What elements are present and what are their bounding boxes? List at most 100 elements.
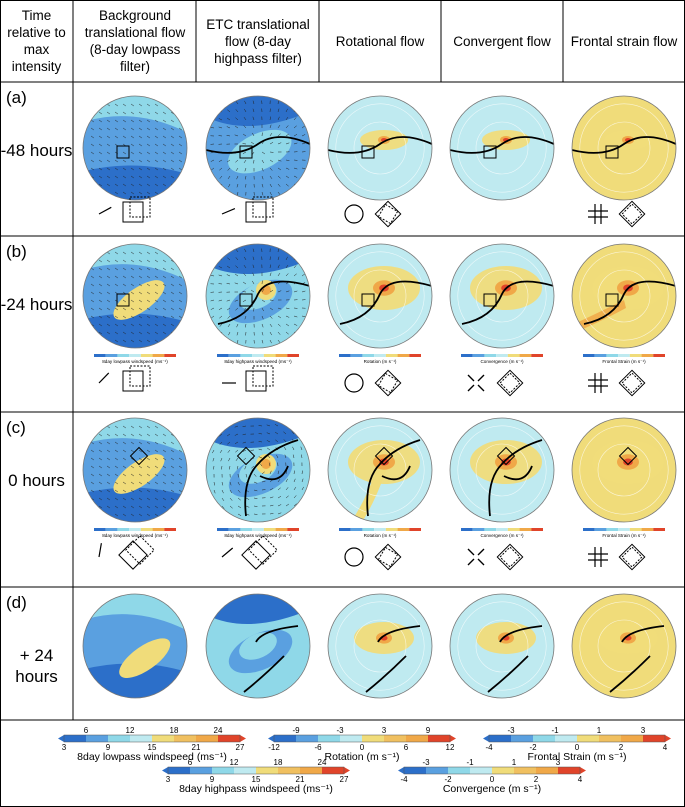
small-colorbar-convergence: Convergence (m s⁻¹)	[461, 528, 543, 538]
colorbar-segment	[426, 767, 448, 774]
schematic-rotation-row1	[344, 200, 402, 228]
map-panel-strain-row4	[571, 593, 677, 699]
flow-arrow-icon	[98, 543, 102, 558]
colorbar-tick-bottom: 12	[446, 743, 455, 752]
grid-box-marker	[116, 293, 130, 307]
map-panel-strain-row2	[571, 243, 677, 349]
map-panel-etc-row1	[205, 95, 311, 201]
colorbar-segment	[536, 767, 558, 774]
schematic-strain-row3	[588, 543, 646, 571]
colorbar-tick-top: -3	[507, 726, 515, 735]
colorbar-segment	[152, 735, 174, 742]
colorbar-tick-bottom: 15	[148, 743, 157, 752]
colorbar-segment	[108, 735, 130, 742]
grid-box-marker	[605, 293, 619, 307]
colorbar-segment	[629, 354, 642, 357]
colorbar-tick-bottom: 2	[534, 775, 539, 784]
colorbar-max-arrow	[665, 735, 671, 742]
row-label-a: (a) -48 hours	[0, 82, 73, 236]
colorbar-segment	[129, 528, 141, 531]
colorbar-segment	[190, 767, 212, 774]
colorbar-segment	[117, 354, 130, 357]
colorbar-label: 8day highpass windspeed (ms⁻¹)	[179, 783, 333, 795]
small-colorbar-background: 8day lowpass windspeed (ms⁻¹)	[94, 354, 176, 364]
colorbar-segment	[287, 528, 299, 531]
colorbar-segment	[130, 735, 152, 742]
colorbar-tick-bottom: 3	[166, 775, 171, 784]
colorbar-segment	[555, 735, 577, 742]
colorbar-segment	[461, 528, 473, 531]
colorbar-tick-top: 24	[214, 726, 223, 735]
map-panel-convergence-row1	[449, 95, 555, 201]
colorbar-segment	[404, 767, 426, 774]
schematic-rotation-row3	[344, 543, 402, 571]
row-label-d: (d) + 24 hours	[0, 587, 73, 720]
colorbar-segment	[385, 354, 398, 357]
colorbar-segment	[174, 735, 196, 742]
small-colorbar-etc: 8day highpass windspeed (ms⁻¹)	[217, 528, 299, 538]
row-label-c: (c) 0 hours	[0, 412, 73, 587]
rotation-icon	[344, 373, 364, 393]
colorbar-segment	[409, 528, 421, 531]
colorbar-tick-bottom: -2	[444, 775, 452, 784]
colorbar-segment	[212, 767, 234, 774]
colorbar-segment	[275, 528, 288, 531]
colorbar-tick-top: 3	[641, 726, 646, 735]
colorbar-segment	[164, 354, 176, 357]
grid-box-marker	[116, 145, 130, 159]
colorbar-segment	[531, 354, 543, 357]
header-convergent-flow: Convergent flow	[453, 33, 551, 49]
colorbar-segment	[461, 354, 473, 357]
grid-box-marker	[618, 446, 638, 466]
colorbar-tick-top: 3	[556, 758, 561, 767]
grid-box-marker	[239, 145, 253, 159]
colorbar-segment	[397, 528, 410, 531]
colorbar-segment	[240, 528, 253, 531]
colorbar-tick-bottom: 9	[210, 775, 215, 784]
colorbar-segment	[140, 354, 153, 357]
small-colorbar-label: Rotation (m s⁻¹)	[364, 359, 397, 364]
colorbar-tick-bottom: 27	[236, 743, 245, 752]
colorbar-segment	[385, 528, 398, 531]
map-panel-rotation-row3	[327, 417, 433, 523]
map-panel-convergence-row3	[449, 417, 555, 523]
colorbar-segment	[484, 354, 497, 357]
flow-arrow-icon	[98, 206, 112, 215]
colorbar-tick-bottom: -2	[529, 743, 537, 752]
colorbar-segment	[472, 354, 485, 357]
colorbar-segment	[152, 528, 165, 531]
small-colorbar-label: 8day lowpass windspeed (ms⁻¹)	[102, 359, 168, 364]
small-colorbar-label: Convergence (m s⁻¹)	[480, 359, 523, 364]
colorbar-segment	[397, 354, 410, 357]
colorbar-min-arrow	[483, 735, 489, 742]
colorbar-tick-top: 3	[382, 726, 387, 735]
grid-box-marker	[239, 293, 253, 307]
colorbar-max-arrow	[344, 767, 350, 774]
colorbar-max-arrow	[240, 735, 246, 742]
colorbar-tick-top: -1	[551, 726, 559, 735]
colorbar-segment	[641, 528, 654, 531]
small-colorbar-strain: Frontal Strain (m s⁻¹)	[583, 354, 665, 364]
header-background-flow: Background translational flow (8-day low…	[84, 8, 186, 74]
small-colorbar-rotation: Rotation (m s⁻¹)	[339, 354, 421, 364]
colorbar-tick-top: 6	[84, 726, 89, 735]
grid-box-marker	[483, 293, 497, 307]
colorbar-segment	[362, 354, 375, 357]
colorbar-segment	[263, 354, 276, 357]
rotation-icon	[344, 547, 364, 567]
schematic-background-row1	[98, 196, 151, 223]
colorbar-segment	[256, 767, 278, 774]
colorbar-tick-top: 12	[230, 758, 239, 767]
colorbar-max-arrow	[580, 767, 586, 774]
map-panel-rotation-row4	[327, 593, 433, 699]
small-colorbar-etc: 8day highpass windspeed (ms⁻¹)	[217, 354, 299, 364]
row-time: 0 hours	[8, 471, 65, 490]
map-panel-strain-row3	[571, 417, 677, 523]
header-frontal-strain-flow: Frontal strain flow	[570, 33, 678, 49]
colorbar-segment	[409, 354, 421, 357]
colorbar-segment	[406, 735, 428, 742]
colorbar-segment	[252, 528, 264, 531]
colorbar-highpass: 6 12 18 24 3 9 15 21 27 8day highpass windspeed (…	[162, 758, 350, 795]
colorbar-segment	[653, 354, 665, 357]
grid-box-marker	[361, 145, 375, 159]
